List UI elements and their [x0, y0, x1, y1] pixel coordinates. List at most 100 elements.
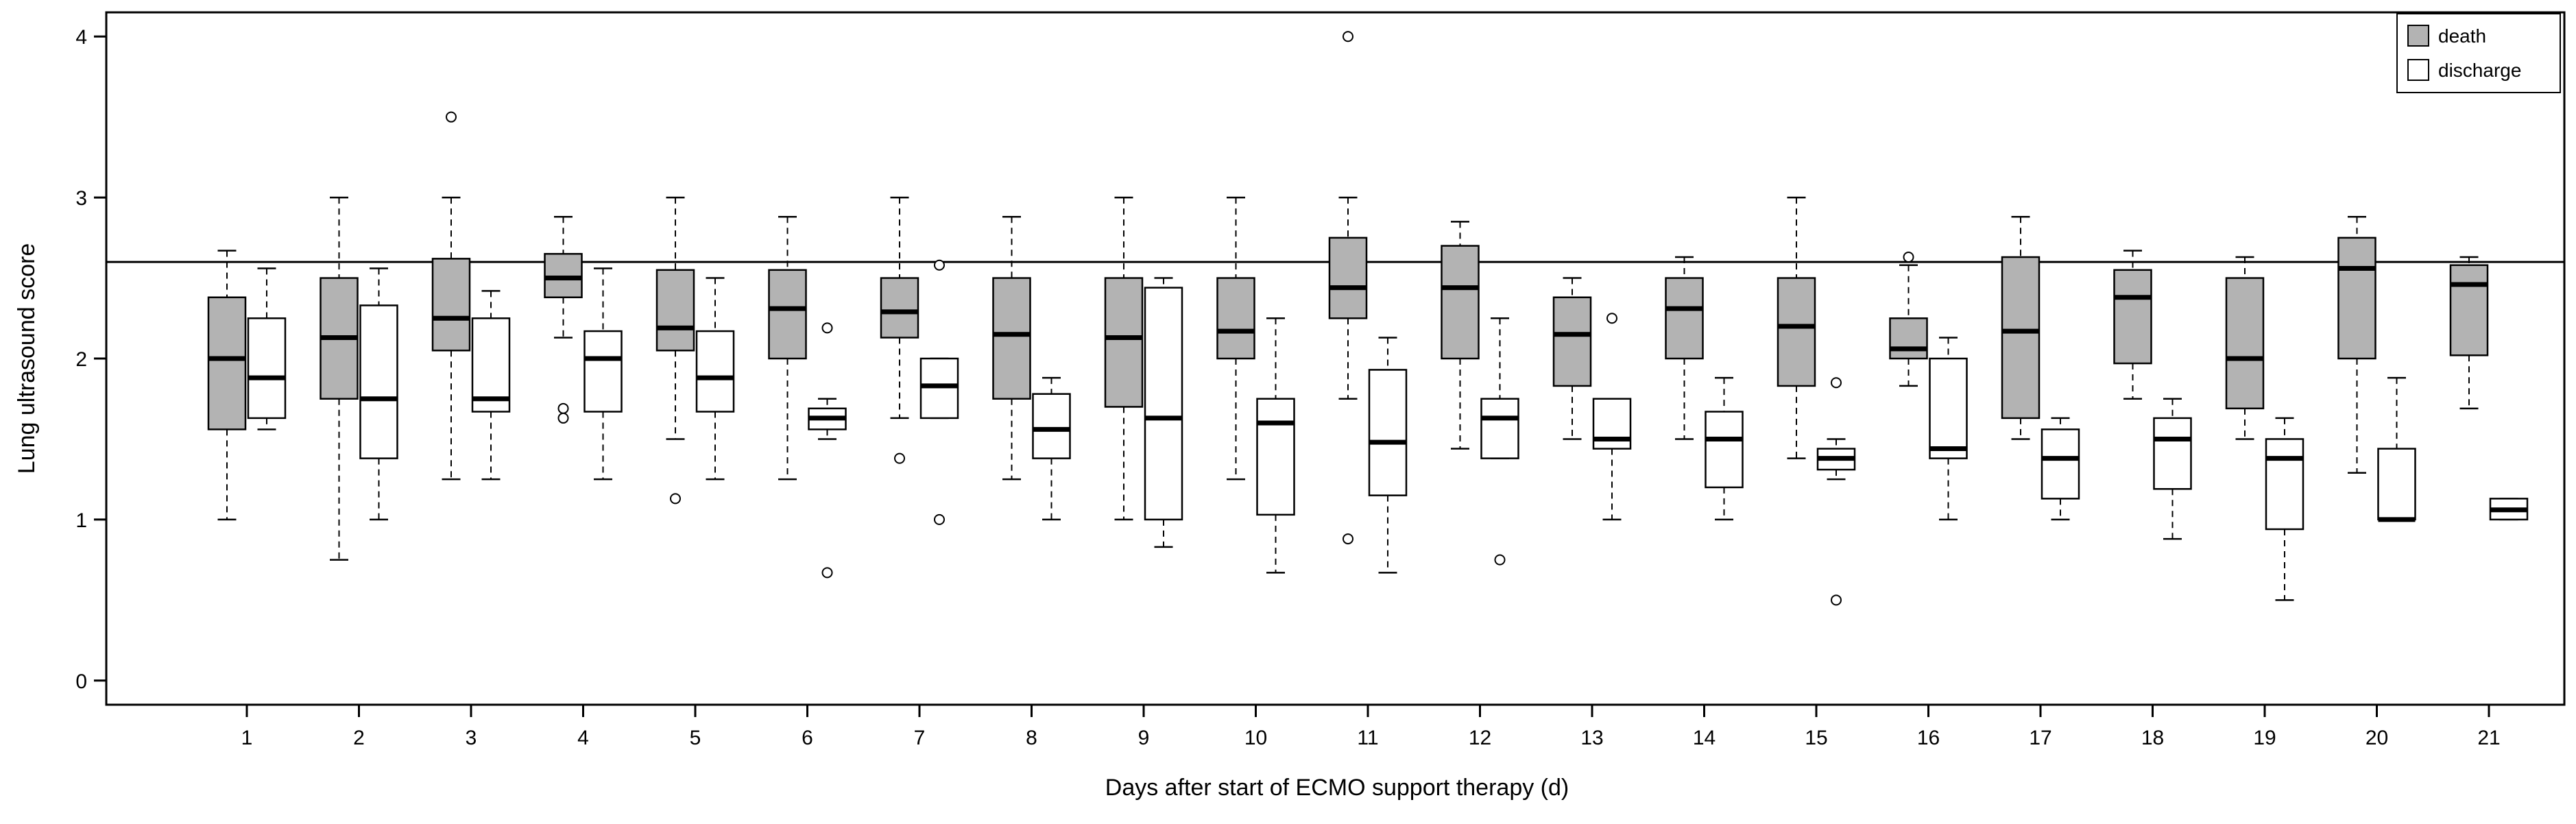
iqr-box: [359, 304, 398, 459]
box-discharge-day-6: [808, 322, 847, 579]
iqr-box: [2113, 269, 2152, 365]
outlier-point: [557, 402, 569, 414]
iqr-box: [768, 269, 807, 360]
outlier-point: [1831, 594, 1842, 606]
box-discharge-day-14: [1705, 376, 1744, 521]
box-discharge-day-21: [2489, 498, 2529, 521]
y-axis-title: Lung ultrasound score: [14, 243, 40, 474]
box-discharge-day-12: [1480, 317, 1519, 566]
x-tick-label: 17: [2029, 727, 2051, 749]
box-death-day-15: [1777, 196, 1816, 459]
outlier-point: [821, 567, 833, 579]
box-death-day-18: [2113, 250, 2152, 400]
iqr-box: [1216, 277, 1255, 360]
y-tick-label: 3: [75, 187, 87, 210]
x-tick-label: 20: [2366, 727, 2388, 749]
legend-label-discharge: discharge: [2438, 60, 2521, 81]
box-discharge-day-1: [247, 267, 287, 431]
iqr-box: [2337, 237, 2376, 360]
x-tick-label: 10: [1244, 727, 1267, 749]
box-death-day-20: [2337, 216, 2376, 474]
outlier-point: [894, 452, 905, 464]
box-death-day-5: [655, 196, 695, 505]
x-tick-label: 14: [1693, 727, 1716, 749]
x-tick-label: 11: [1357, 727, 1378, 749]
box-death-day-14: [1665, 256, 1704, 440]
iqr-box: [1441, 245, 1480, 360]
box-discharge-day-5: [695, 277, 735, 481]
x-tick-label: 5: [690, 727, 701, 749]
iqr-box: [207, 296, 247, 431]
box-death-day-19: [2225, 256, 2265, 440]
box-death-day-17: [2001, 216, 2041, 440]
iqr-box: [2377, 448, 2416, 521]
iqr-box: [1889, 317, 1928, 360]
x-tick-label: 6: [802, 727, 813, 749]
box-discharge-day-4: [583, 267, 623, 481]
iqr-box: [1368, 369, 1408, 496]
box-death-day-16: [1889, 252, 1928, 387]
iqr-box: [1256, 398, 1295, 516]
outlier-point: [1903, 252, 1914, 263]
outlier-point: [557, 412, 569, 424]
iqr-box: [919, 357, 959, 420]
legend: death discharge: [2396, 13, 2561, 93]
box-discharge-day-10: [1256, 317, 1295, 574]
y-tick-label: 0: [75, 670, 87, 693]
iqr-box: [247, 317, 287, 420]
iqr-box: [544, 253, 583, 298]
iqr-box: [2265, 438, 2304, 531]
iqr-box: [1144, 287, 1183, 521]
iqr-box: [2041, 428, 2080, 500]
x-tick-label: 1: [241, 727, 253, 749]
iqr-box: [2153, 417, 2192, 490]
iqr-box: [1705, 411, 1744, 489]
outlier-point: [934, 513, 945, 525]
outlier-point: [1343, 31, 1353, 43]
box-discharge-day-8: [1032, 376, 1071, 521]
outlier-point: [446, 111, 457, 123]
x-tick-label: 2: [353, 727, 365, 749]
box-discharge-day-17: [2041, 417, 2080, 521]
box-death-day-7: [880, 196, 919, 464]
iqr-box: [1552, 296, 1592, 387]
y-tick-label: 1: [75, 509, 87, 532]
iqr-box: [655, 269, 695, 352]
x-tick-label: 12: [1469, 727, 1491, 749]
box-death-day-6: [768, 216, 807, 481]
box-death-day-1: [207, 250, 247, 521]
outlier-point: [1831, 377, 1842, 389]
boxes-layer: [207, 31, 2529, 606]
iqr-box: [2001, 256, 2041, 420]
iqr-box: [1777, 277, 1816, 387]
x-tick-label: 19: [2253, 727, 2276, 749]
iqr-box: [1032, 393, 1071, 459]
y-tick-label: 4: [75, 26, 87, 49]
x-axis-title: Days after start of ECMO support therapy…: [1105, 775, 1569, 801]
iqr-box: [1104, 277, 1144, 408]
x-tick-label: 16: [1917, 727, 1940, 749]
x-tick-label: 8: [1026, 727, 1037, 749]
x-tick-label: 18: [2141, 727, 2164, 749]
iqr-box: [992, 277, 1031, 400]
outlier-point: [934, 259, 945, 271]
box-death-day-21: [2449, 256, 2489, 410]
box-death-day-12: [1441, 221, 1480, 450]
box-death-day-11: [1328, 31, 1368, 545]
outlier-point: [1494, 554, 1506, 566]
legend-swatch-discharge: [2407, 59, 2429, 81]
x-tick-label: 3: [466, 727, 477, 749]
box-death-day-3: [431, 111, 471, 481]
outlier-point: [821, 322, 833, 334]
box-discharge-day-2: [359, 267, 398, 521]
box-death-day-4: [544, 216, 583, 424]
box-discharge-day-19: [2265, 417, 2304, 601]
x-tick-label: 21: [2477, 727, 2500, 749]
box-discharge-day-11: [1368, 337, 1408, 574]
box-death-day-8: [992, 216, 1031, 481]
box-death-day-9: [1104, 196, 1144, 521]
box-death-day-2: [320, 196, 359, 561]
x-tick-label: 7: [914, 727, 926, 749]
